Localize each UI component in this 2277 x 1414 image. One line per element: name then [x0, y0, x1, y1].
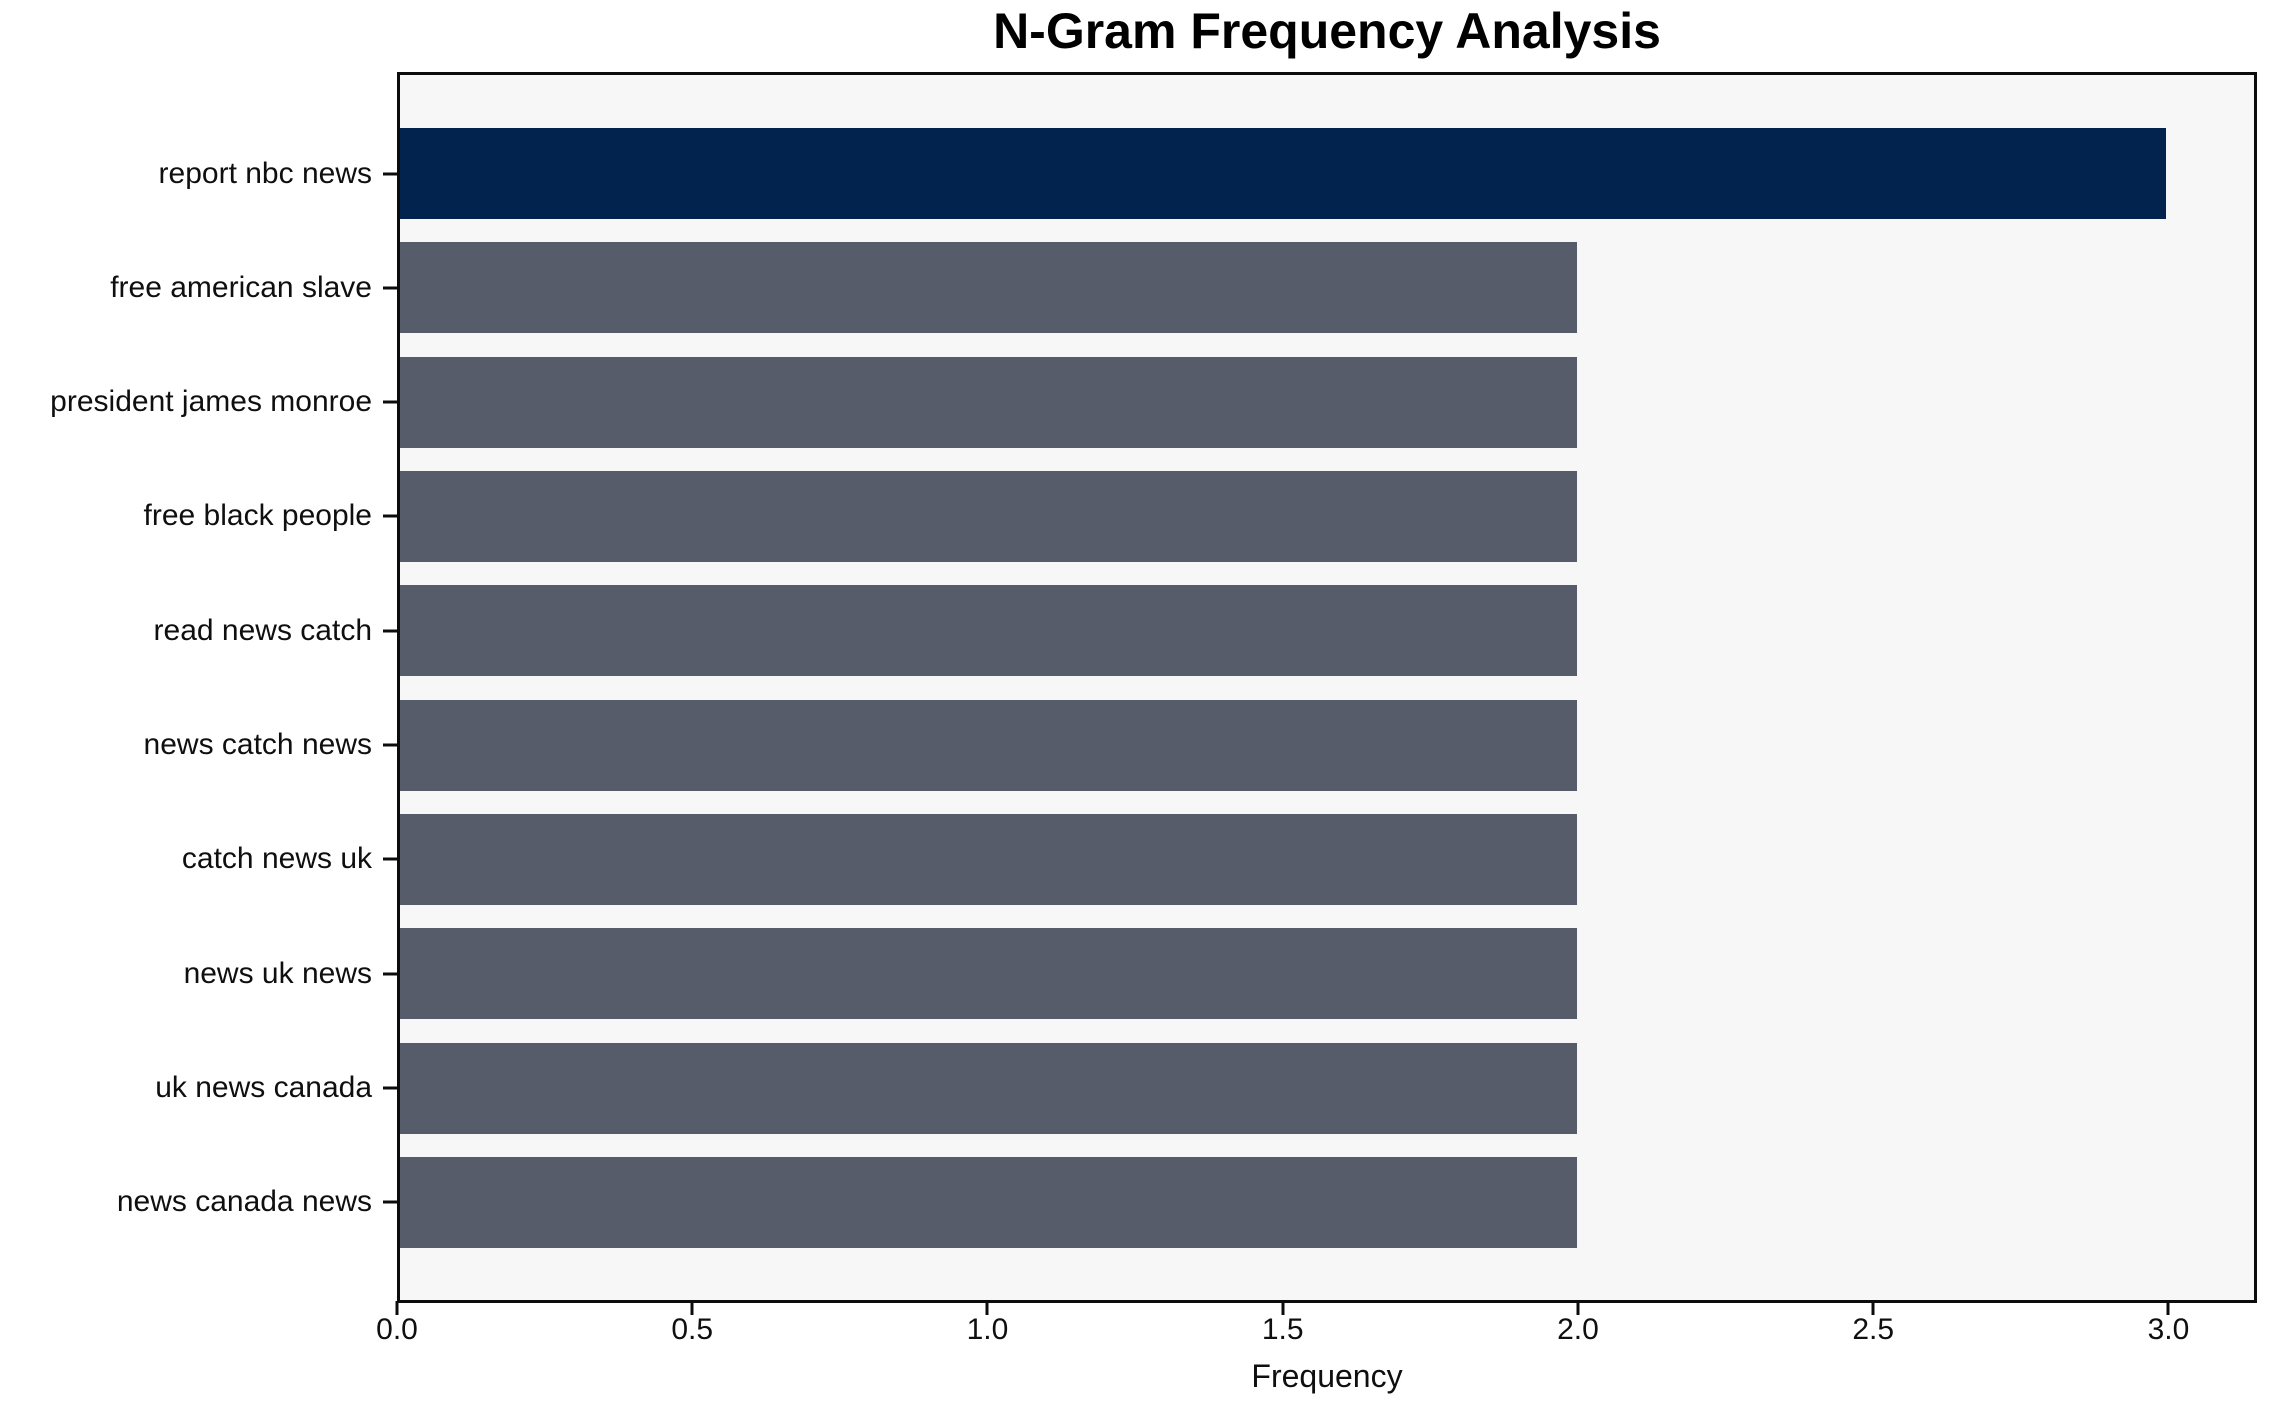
bar [400, 128, 2166, 219]
y-tick-label: catch news uk [181, 842, 372, 876]
y-tick-mark [383, 857, 397, 861]
bar [400, 813, 1578, 905]
plot-area [397, 72, 2257, 1303]
y-tick-mark [383, 629, 397, 633]
x-axis-title: Frequency [1251, 1358, 1403, 1394]
y-tick-label: news uk news [183, 956, 372, 990]
x-tick-mark [1576, 1301, 1580, 1315]
y-tick-mark [383, 972, 397, 976]
bar [400, 242, 1578, 334]
y-tick-label: free black people [143, 499, 373, 533]
y-tick-label: news catch news [143, 728, 372, 762]
x-tick-mark [690, 1301, 694, 1315]
x-tick-mark [2166, 1301, 2170, 1315]
x-tick-mark [1281, 1301, 1285, 1315]
chart-title: N-Gram Frequency Analysis [993, 3, 1661, 59]
x-tick-mark [395, 1301, 399, 1315]
x-tick-label: 1.5 [1261, 1313, 1304, 1346]
y-tick-mark [383, 514, 397, 518]
y-tick-label: report nbc news [158, 156, 372, 190]
x-tick-label: 0.0 [376, 1313, 418, 1346]
y-tick-mark [383, 1200, 397, 1204]
y-tick-label: free american slave [110, 270, 372, 304]
bar [400, 356, 1578, 448]
bar [400, 928, 1578, 1020]
y-tick-mark [383, 743, 397, 747]
bar [400, 1042, 1578, 1134]
x-tick-label: 2.5 [1852, 1313, 1895, 1346]
bar [400, 699, 1578, 791]
x-tick-mark [1871, 1301, 1875, 1315]
x-tick-label: 0.5 [671, 1313, 714, 1346]
bar [400, 470, 1578, 562]
bar [400, 585, 1578, 677]
y-tick-label: read news catch [153, 613, 372, 647]
y-tick-mark [383, 400, 397, 404]
x-tick-label: 3.0 [2147, 1313, 2190, 1346]
y-tick-label: president james monroe [50, 385, 372, 419]
x-tick-label: 2.0 [1557, 1313, 1599, 1346]
x-tick-mark [985, 1301, 989, 1315]
y-tick-label: news canada news [116, 1185, 372, 1219]
y-tick-mark [383, 286, 397, 290]
y-tick-mark [383, 1086, 397, 1090]
bar [400, 1156, 1578, 1248]
y-tick-mark [383, 172, 397, 175]
y-tick-label: uk news canada [155, 1071, 372, 1105]
x-tick-label: 1.0 [966, 1313, 1009, 1346]
